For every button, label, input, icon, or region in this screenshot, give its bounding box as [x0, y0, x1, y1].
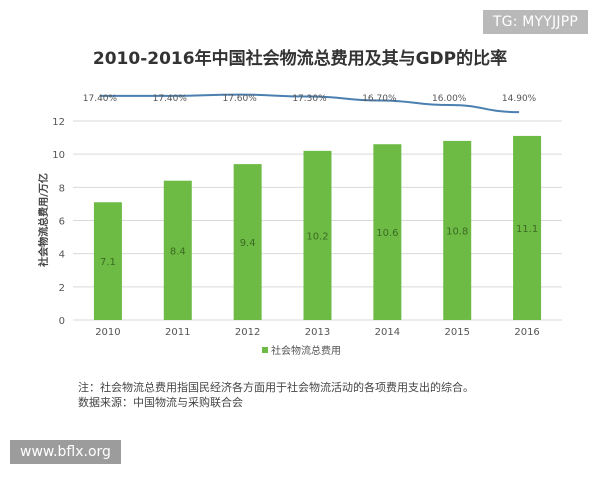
- bar-series: 7.1 8.4 9.4 10.2 10.6 10.8 11.1: [93, 135, 542, 320]
- footnote-source: 数据来源：中国物流与采购联合会: [78, 396, 243, 409]
- ratio-data-label: 17.30%: [292, 94, 327, 104]
- bar: [373, 144, 402, 320]
- bar-data-label: 10.8: [446, 226, 468, 237]
- ratio-line: [99, 93, 520, 114]
- footnote: 注：社会物流总费用指国民经济各方面用于社会物流活动的各项费用支出的综合。 数据来…: [78, 380, 528, 410]
- y-tick-label: 2: [59, 283, 65, 294]
- chart-svg: 0 2 4 6 8 10 12 7.1 8.4 9.4 10.2 10.6 10.8 11.1 17.4…: [37, 93, 562, 357]
- legend-swatch: [262, 347, 268, 353]
- x-tick-label: 2016: [514, 327, 539, 338]
- bar-data-label: 11.1: [516, 224, 538, 235]
- x-tick-label: 2013: [305, 327, 330, 338]
- bar-data-label: 9.4: [240, 238, 256, 249]
- ratio-data-label: 17.40%: [83, 94, 118, 104]
- y-axis-label: 社会物流总费用/万亿: [37, 173, 50, 268]
- x-tick-label: 2011: [165, 327, 190, 338]
- y-tick-label: 8: [59, 183, 65, 194]
- bar: [513, 135, 542, 320]
- y-tick-label: 4: [59, 250, 65, 261]
- bar-data-label: 8.4: [170, 246, 186, 257]
- chart-title: 2010-2016年中国社会物流总费用及其与GDP的比率: [92, 49, 508, 69]
- ratio-data-label: 17.60%: [222, 94, 257, 104]
- x-tick-label: 2015: [444, 327, 469, 338]
- bar-data-label: 7.1: [100, 257, 116, 268]
- ratio-data-label: 17.40%: [153, 94, 188, 104]
- bar: [233, 164, 262, 320]
- x-tick-labels: 2010 2011 2012 2013 2014 2015 2016: [95, 327, 540, 338]
- bar-data-label: 10.6: [376, 228, 398, 239]
- x-tick-label: 2010: [95, 327, 120, 338]
- watermark-site-badge: www.bflx.org: [10, 440, 121, 464]
- ratio-line-series: 17.40% 17.40% 17.60% 17.30% 16.70% 16.00% 14.9…: [83, 93, 537, 114]
- watermark-tg-badge: TG: MYYJJPP: [482, 10, 588, 34]
- ratio-data-label: 16.70%: [362, 94, 397, 104]
- y-tick-label: 10: [52, 150, 65, 161]
- y-tick-label: 12: [52, 117, 65, 128]
- bar-data-label: 10.2: [306, 231, 328, 242]
- y-tick-label: 0: [59, 316, 65, 327]
- footnote-note: 注：社会物流总费用指国民经济各方面用于社会物流活动的各项费用支出的综合。: [78, 381, 474, 394]
- ratio-data-label: 16.00%: [432, 94, 467, 104]
- y-tick-labels: 0 2 4 6 8 10 12: [52, 117, 65, 327]
- legend-label: 社会物流总费用: [271, 344, 341, 357]
- y-tick-label: 6: [59, 217, 65, 228]
- bar: [443, 140, 472, 320]
- x-tick-label: 2014: [375, 327, 400, 338]
- ratio-data-label: 14.90%: [502, 94, 537, 104]
- bar: [93, 202, 122, 320]
- bar: [303, 150, 332, 320]
- x-tick-label: 2012: [235, 327, 260, 338]
- bar: [163, 180, 192, 320]
